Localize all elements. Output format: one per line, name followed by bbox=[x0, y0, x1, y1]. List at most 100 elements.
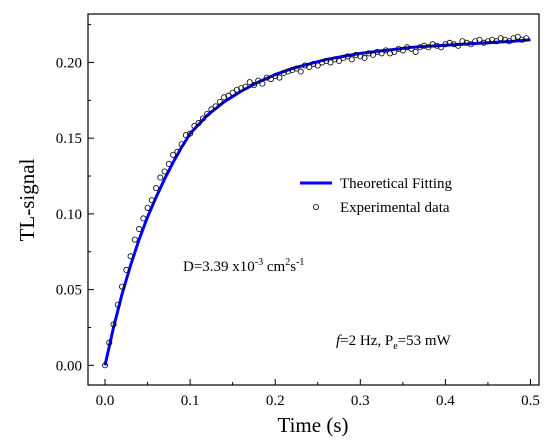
data-point bbox=[510, 35, 517, 42]
data-point bbox=[161, 168, 168, 175]
data-point bbox=[484, 38, 491, 45]
data-point bbox=[340, 54, 347, 61]
data-point bbox=[289, 67, 296, 74]
data-point bbox=[327, 59, 334, 66]
legend-marker-experimental bbox=[312, 203, 319, 210]
data-point bbox=[284, 68, 291, 75]
data-point bbox=[238, 85, 245, 92]
data-point bbox=[374, 48, 381, 55]
x-tick-label: 0.4 bbox=[436, 393, 455, 409]
plot-frame bbox=[87, 13, 540, 386]
data-point bbox=[429, 41, 436, 48]
data-point bbox=[216, 98, 223, 105]
x-axis-ticks: 0.0 0.1 0.2 0.3 0.4 0.5 bbox=[96, 379, 540, 409]
data-point bbox=[472, 38, 479, 45]
data-point bbox=[119, 283, 126, 290]
data-point bbox=[442, 41, 449, 48]
y-tick-label: 0.20 bbox=[56, 55, 82, 71]
data-point bbox=[404, 44, 411, 51]
x-tick-label: 0.5 bbox=[521, 393, 540, 409]
data-point bbox=[106, 339, 113, 346]
data-point bbox=[259, 80, 266, 87]
x-tick-label: 0.1 bbox=[181, 393, 200, 409]
data-point bbox=[144, 204, 151, 211]
fit-curve bbox=[103, 38, 531, 366]
data-point bbox=[450, 41, 457, 48]
legend-label-fit: Theoretical Fitting bbox=[340, 176, 453, 192]
data-point bbox=[165, 160, 172, 167]
data-point bbox=[425, 44, 432, 51]
data-point bbox=[136, 226, 143, 233]
data-point bbox=[178, 141, 185, 148]
data-point bbox=[140, 215, 147, 222]
data-point bbox=[225, 92, 232, 99]
data-point bbox=[344, 53, 351, 60]
legend-label-experimental: Experimental data bbox=[340, 200, 450, 216]
data-point bbox=[501, 36, 508, 43]
data-point bbox=[455, 42, 462, 49]
data-point bbox=[204, 110, 211, 117]
data-point bbox=[493, 38, 500, 45]
data-point bbox=[114, 301, 121, 308]
data-point bbox=[127, 253, 134, 260]
data-point bbox=[246, 79, 253, 86]
data-point bbox=[293, 65, 300, 72]
data-point bbox=[102, 362, 109, 369]
data-point bbox=[323, 57, 330, 64]
data-point bbox=[174, 148, 181, 155]
data-point bbox=[480, 39, 487, 46]
data-point bbox=[280, 70, 287, 77]
data-point bbox=[263, 74, 270, 81]
data-point bbox=[353, 51, 360, 58]
data-point bbox=[467, 41, 474, 48]
data-point bbox=[348, 56, 355, 63]
data-point bbox=[336, 57, 343, 64]
data-point bbox=[153, 185, 160, 192]
data-point bbox=[314, 62, 321, 69]
data-point bbox=[497, 35, 504, 42]
data-point bbox=[195, 120, 202, 127]
data-point bbox=[191, 123, 198, 130]
x-axis-title: Time (s) bbox=[278, 413, 349, 437]
data-point bbox=[523, 35, 530, 42]
data-point bbox=[319, 59, 326, 66]
fit-layer bbox=[103, 38, 531, 366]
data-point bbox=[387, 50, 394, 57]
y-tick-label: 0.10 bbox=[56, 207, 82, 223]
data-point bbox=[182, 132, 189, 139]
data-point bbox=[416, 44, 423, 51]
x-tick-label: 0.0 bbox=[96, 393, 115, 409]
data-point bbox=[212, 103, 219, 110]
data-point bbox=[361, 54, 368, 61]
data-point bbox=[433, 42, 440, 49]
scatter-layer bbox=[102, 33, 530, 369]
data-point bbox=[123, 266, 130, 273]
data-point bbox=[229, 89, 236, 96]
data-point bbox=[378, 50, 385, 57]
conditions-annotation: f=2 Hz, Pe=53 mW bbox=[336, 333, 452, 352]
data-point bbox=[157, 174, 164, 181]
data-point bbox=[148, 197, 155, 204]
data-point bbox=[459, 38, 466, 45]
data-point bbox=[221, 94, 228, 101]
data-point bbox=[187, 130, 194, 137]
data-point bbox=[199, 115, 206, 122]
data-point bbox=[412, 48, 419, 55]
data-point bbox=[250, 82, 257, 89]
data-point bbox=[446, 39, 453, 46]
data-point bbox=[310, 60, 317, 67]
data-point bbox=[242, 83, 249, 90]
data-point bbox=[382, 47, 389, 54]
data-point bbox=[306, 64, 313, 71]
data-point bbox=[301, 62, 308, 69]
data-point bbox=[267, 76, 274, 83]
y-axis-ticks: 0.00 0.05 0.10 0.15 0.20 bbox=[56, 24, 94, 374]
data-point bbox=[297, 68, 304, 75]
y-tick-label: 0.05 bbox=[56, 283, 82, 299]
data-point bbox=[131, 236, 138, 243]
y-axis-title: TL-signal bbox=[15, 158, 39, 241]
data-point bbox=[408, 45, 415, 52]
data-point bbox=[399, 47, 406, 54]
data-point bbox=[233, 86, 240, 93]
